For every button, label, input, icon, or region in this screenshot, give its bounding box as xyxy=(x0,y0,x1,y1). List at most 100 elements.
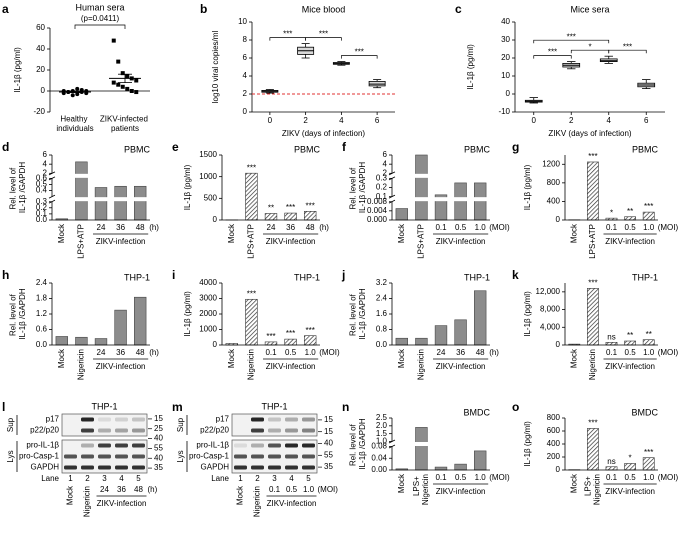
band xyxy=(285,428,298,433)
lane-number: 3 xyxy=(102,474,107,483)
group-label: ZIKV-infection xyxy=(267,499,317,508)
lane-number: 5 xyxy=(306,474,311,483)
bar xyxy=(264,213,278,221)
y-tick-label: 60 xyxy=(36,23,45,32)
band xyxy=(115,443,128,448)
point xyxy=(125,86,130,91)
x-tick-label: 1.0 xyxy=(475,223,487,232)
bar xyxy=(474,290,487,346)
x-tick-label: Mock xyxy=(569,473,578,493)
band xyxy=(81,454,94,459)
x-tick-label: 0.1 xyxy=(265,348,277,357)
bar xyxy=(304,211,317,221)
bar xyxy=(55,336,68,346)
panel-letter: l xyxy=(2,400,5,414)
chart-title: BMDC xyxy=(464,407,491,417)
bar xyxy=(134,185,147,221)
group-label: ZIKV-infection xyxy=(96,237,146,246)
significance: *** xyxy=(319,30,328,39)
x-tick-label: Nigericin xyxy=(247,349,256,380)
group-label: Lys xyxy=(6,450,15,462)
row-label: pro-Casp-1 xyxy=(19,452,60,461)
y-tick-label: 0 xyxy=(213,340,218,349)
row-label: p22/p20 xyxy=(30,426,59,435)
bar xyxy=(434,466,448,471)
panel-letter: o xyxy=(512,400,519,414)
bar xyxy=(474,182,487,221)
band xyxy=(268,465,281,470)
x-tick-label: LPS+ Nigericin xyxy=(412,474,430,505)
y-tick-label: 20 xyxy=(36,65,45,74)
y-axis-label: log10 viral copies/ml xyxy=(211,31,220,104)
y-axis-label: Rel. level of IL-1β /GAPDH xyxy=(349,162,367,214)
band xyxy=(81,443,94,448)
x-tick-label: Mock xyxy=(397,223,406,243)
group-label: ZIKV-infection xyxy=(97,499,147,508)
band xyxy=(251,465,264,470)
chart-title: Mice blood xyxy=(302,4,346,14)
significance: *** xyxy=(567,32,576,41)
band xyxy=(81,428,94,433)
axis-break xyxy=(388,442,490,446)
significance: *** xyxy=(306,201,315,210)
y-tick-label: 0.3 xyxy=(376,173,388,182)
bar xyxy=(395,337,408,346)
y-tick-label: 0.0 xyxy=(36,340,48,349)
x-tick-label: 48 xyxy=(306,223,315,232)
axis-break xyxy=(48,197,150,202)
x-tick-label: 36 xyxy=(286,223,295,232)
y-axis-label: IL-1β (pg/ml) xyxy=(523,164,532,210)
bar xyxy=(624,463,636,471)
blot-frame xyxy=(231,413,318,437)
y-tick-label: 2 xyxy=(43,168,48,177)
chart-title: PBMC xyxy=(464,144,491,154)
y-tick-label: 0.8 xyxy=(376,325,388,334)
point xyxy=(134,78,139,83)
chart-subtitle: (p=0.0411) xyxy=(81,14,120,23)
group-label: Lys xyxy=(176,450,185,462)
x-tick-label: 2 xyxy=(303,116,308,125)
x-tick-label: 24 xyxy=(97,223,106,232)
y-tick-label: 1.5 xyxy=(376,429,388,438)
unit-label: (h) xyxy=(148,485,158,494)
significance: ** xyxy=(268,204,274,213)
bar xyxy=(415,427,428,471)
bar xyxy=(75,336,88,346)
comparison-bracket xyxy=(341,55,378,59)
band xyxy=(268,417,281,422)
y-tick-label: 8,000 xyxy=(540,305,561,314)
x-tick-label: Mock xyxy=(236,485,245,505)
x-tick-label: Mock xyxy=(397,348,406,368)
point xyxy=(116,59,121,64)
x-tick-label: 2 xyxy=(569,116,574,125)
y-tick-label: 20 xyxy=(501,53,510,62)
y-tick-label: -10 xyxy=(498,107,510,116)
x-tick-label: 0 xyxy=(532,116,537,125)
point xyxy=(111,38,116,43)
y-tick-label: 4 xyxy=(243,71,248,80)
axis-break-mark xyxy=(48,199,56,204)
point xyxy=(125,74,130,79)
y-tick-label: 1.0 xyxy=(376,437,388,446)
y-tick-label: 4 xyxy=(43,159,48,168)
y-tick-label: 0.08 xyxy=(371,442,387,451)
x-tick-label: 36 xyxy=(116,348,125,357)
lane-number: 2 xyxy=(255,474,260,483)
row-label: GAPDH xyxy=(201,463,230,472)
x-tick-label: 0.5 xyxy=(285,348,297,357)
chart-title: PBMC xyxy=(294,144,321,154)
x-tick-label: LPS+ATP xyxy=(77,224,86,259)
x-tick-label: 0.5 xyxy=(455,223,467,232)
group-label: ZIKV-infection xyxy=(266,362,316,371)
marker-label: 35 xyxy=(324,462,333,471)
unit-label: (MOI) xyxy=(658,223,679,232)
band xyxy=(285,443,298,448)
chart-title: THP-1 xyxy=(124,272,150,282)
band xyxy=(98,443,111,448)
y-tick-label: 2000 xyxy=(199,309,217,318)
y-axis-label: Rel. level of IL-1β /GAPDH xyxy=(9,162,27,214)
x-tick-label: Mock xyxy=(397,473,406,493)
x-tick-label: ZIKV-infected patients xyxy=(100,115,150,133)
band xyxy=(302,454,315,459)
blot-title: THP-1 xyxy=(91,401,117,411)
